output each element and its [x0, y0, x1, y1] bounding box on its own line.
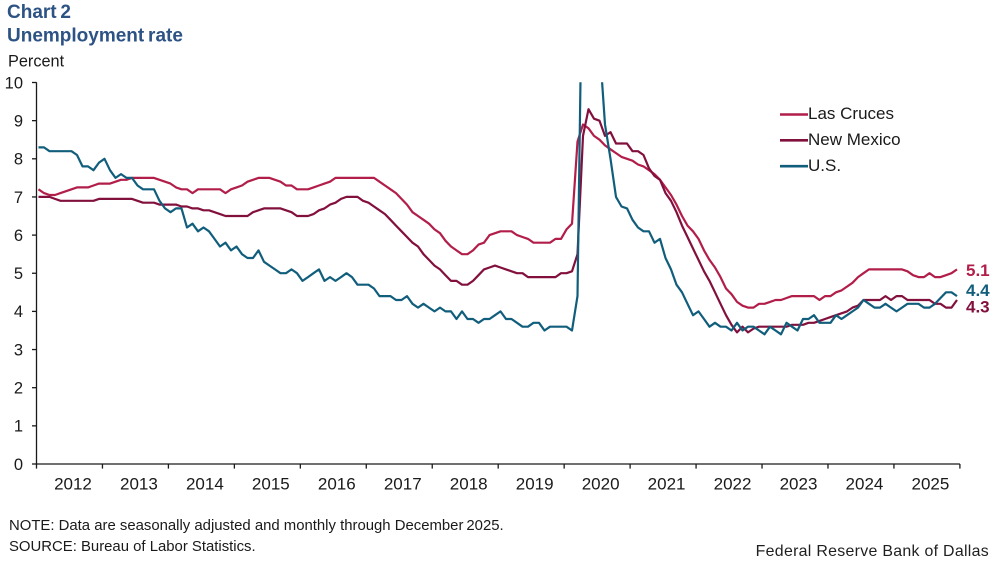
svg-text:2025: 2025 [912, 474, 950, 493]
svg-text:NOTE: Data are seasonally adju: NOTE: Data are seasonally adjusted and m… [9, 518, 504, 534]
svg-text:2018: 2018 [450, 474, 488, 493]
svg-text:4: 4 [14, 303, 23, 321]
svg-text:2014: 2014 [186, 474, 224, 493]
svg-text:2022: 2022 [714, 474, 752, 493]
svg-text:5.1: 5.1 [966, 261, 990, 280]
svg-text:2012: 2012 [54, 474, 92, 493]
svg-text:0: 0 [14, 456, 23, 474]
svg-text:1: 1 [14, 418, 23, 436]
svg-text:4.3: 4.3 [966, 298, 990, 317]
svg-text:10: 10 [5, 74, 23, 92]
svg-text:2013: 2013 [120, 474, 158, 493]
svg-text:3: 3 [14, 341, 23, 359]
svg-text:U.S.: U.S. [808, 156, 841, 175]
svg-text:SOURCE: Bureau of Labor Statis: SOURCE: Bureau of Labor Statistics. [9, 539, 256, 555]
svg-text:Las Cruces: Las Cruces [808, 104, 894, 123]
svg-text:2016: 2016 [318, 474, 356, 493]
svg-text:4.4: 4.4 [966, 281, 990, 300]
svg-text:7: 7 [14, 189, 23, 207]
svg-text:5: 5 [14, 265, 23, 283]
svg-text:2015: 2015 [252, 474, 290, 493]
svg-text:6: 6 [14, 227, 23, 245]
svg-text:2: 2 [14, 380, 23, 398]
svg-text:2021: 2021 [648, 474, 686, 493]
svg-text:New Mexico: New Mexico [808, 130, 901, 149]
svg-text:2023: 2023 [780, 474, 818, 493]
svg-text:2024: 2024 [846, 474, 884, 493]
svg-text:Unemployment rate: Unemployment rate [7, 25, 183, 46]
svg-text:2020: 2020 [582, 474, 620, 493]
svg-text:Percent: Percent [8, 53, 65, 71]
svg-text:9: 9 [14, 112, 23, 130]
svg-text:2017: 2017 [384, 474, 422, 493]
svg-text:2019: 2019 [516, 474, 554, 493]
svg-text:8: 8 [14, 151, 23, 169]
svg-text:Federal Reserve Bank of Dallas: Federal Reserve Bank of Dallas [756, 543, 989, 560]
svg-text:Chart 2: Chart 2 [7, 2, 71, 23]
